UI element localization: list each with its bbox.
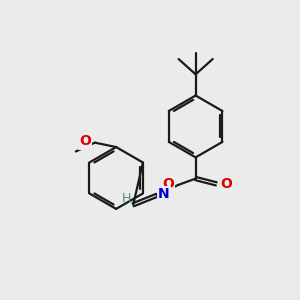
- Text: H: H: [122, 192, 131, 205]
- Text: N: N: [158, 187, 169, 201]
- Text: O: O: [162, 177, 174, 190]
- Text: O: O: [79, 134, 91, 148]
- Text: O: O: [220, 177, 232, 191]
